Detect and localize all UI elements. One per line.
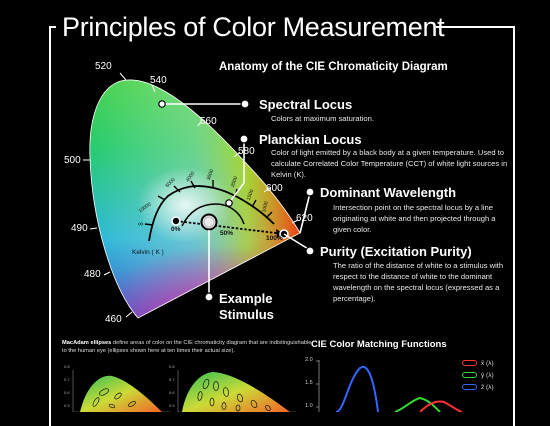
- cmf-title: CIE Color Matching Functions: [311, 339, 447, 350]
- white-point-marker: [171, 216, 181, 226]
- legend-swatch-green: [462, 372, 477, 379]
- diagram-subtitle: Anatomy of the CIE Chromaticity Diagram: [219, 61, 448, 73]
- spectral-locus-outline: [89, 79, 301, 319]
- macadam-diagram-left: [72, 370, 170, 412]
- wavelength-label: 620: [296, 213, 313, 224]
- purity-heading: Purity (Excitation Purity): [320, 244, 472, 259]
- purity-tick: 50%: [220, 230, 234, 237]
- cmf-y-tick: 1.5: [305, 380, 313, 386]
- purity-tick: 100%: [266, 235, 283, 242]
- macadam-text: define areas of color on the CIE chromat…: [62, 340, 312, 355]
- x-bar-curve: [419, 400, 463, 412]
- macadam-bold: MacAdam ellipses: [62, 340, 112, 346]
- z-bar-curve: [335, 365, 379, 412]
- legend-swatch-blue: [462, 384, 477, 391]
- wavelength-label: 540: [150, 75, 167, 86]
- macadam-tick: 0.8: [64, 364, 70, 369]
- cmf-y-tick: 1.0: [305, 403, 313, 409]
- cmf-legend-x: x̄ (λ): [462, 360, 494, 367]
- planckian-locus-text: Color of light emitted by a black body a…: [271, 148, 508, 179]
- cmf-chart: [316, 360, 463, 412]
- example-stimulus-heading-2: Stimulus: [219, 307, 274, 322]
- macadam-tick: 0.7: [169, 377, 175, 382]
- wavelength-label: 560: [200, 116, 217, 127]
- macadam-tick: 0.5: [64, 403, 70, 408]
- page-title: Principles of Color Measurement: [62, 12, 445, 42]
- planckian-locus-curve: [148, 185, 275, 242]
- wavelength-label: 460: [105, 314, 122, 325]
- dominant-arc: [181, 203, 245, 227]
- macadam-description: MacAdam ellipses define areas of color o…: [62, 339, 312, 355]
- wavelength-label: 490: [71, 223, 88, 234]
- cmf-legend-y: ȳ (λ): [462, 372, 494, 379]
- wavelength-label: 500: [64, 155, 81, 166]
- cmf-legend-z: z̄ (λ): [462, 384, 494, 391]
- legend-label: ȳ (λ): [481, 372, 494, 379]
- planckian-locus-heading: Planckian Locus: [259, 132, 362, 147]
- example-stimulus-ring: [203, 216, 215, 228]
- legend-label: x̄ (λ): [481, 360, 494, 367]
- wavelength-ticks: [83, 72, 299, 318]
- dominant-wavelength-text: Intersection point on the spectral locus…: [333, 203, 496, 234]
- macadam-tick: 0.6: [64, 390, 70, 395]
- callout-dots: [158, 99, 315, 302]
- legend-swatch-red: [462, 360, 477, 367]
- macadam-tick: 0.6: [169, 390, 175, 395]
- wavelength-label: 600: [266, 183, 283, 194]
- y-bar-curve: [394, 396, 441, 412]
- macadam-tick: 0.8: [169, 364, 175, 369]
- macadam-tick: 0.5: [169, 403, 175, 408]
- macadam-diagram-right: [177, 370, 296, 412]
- example-stimulus-heading-1: Example: [219, 291, 273, 306]
- spectral-locus-text: Colors at maximum saturation.: [271, 114, 374, 123]
- legend-label: z̄ (λ): [481, 384, 494, 391]
- purity-scale-line: [175, 220, 285, 235]
- cmf-y-tick: 2.0: [305, 357, 313, 363]
- dominant-wavelength-heading: Dominant Wavelength: [320, 185, 457, 200]
- callout-leaders: [162, 103, 311, 296]
- wavelength-label: 520: [95, 61, 112, 72]
- wavelength-label: 480: [84, 269, 101, 280]
- title-backdrop: [56, 10, 436, 44]
- spectral-locus-heading: Spectral Locus: [259, 97, 353, 112]
- chromaticity-diagram: [72, 72, 463, 412]
- wavelength-label: 580: [238, 146, 255, 157]
- purity-tick: 0%: [171, 226, 181, 233]
- macadam-tick: 0.7: [64, 377, 70, 382]
- kelvin-label: Kelvin ( K ): [132, 249, 164, 256]
- purity-text: The ratio of the distance of white to a …: [333, 261, 504, 303]
- planckian-temp-label: ∞: [138, 221, 143, 228]
